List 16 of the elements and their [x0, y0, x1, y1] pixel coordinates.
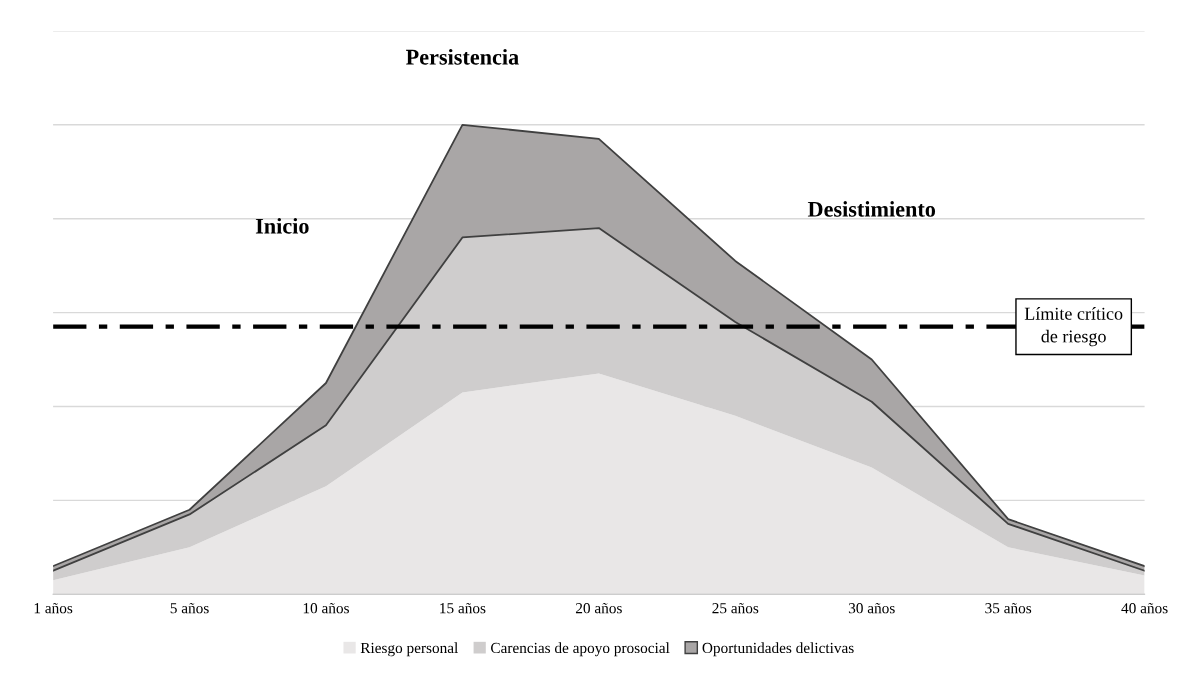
x-tick-label: 25 años — [712, 602, 759, 614]
text: Persistencia — [406, 49, 519, 65]
x-tick-label: 20 años — [575, 602, 622, 614]
x-tick-label: 15 años — [440, 602, 486, 614]
legend-label: Oportunidades delictivas — [702, 642, 854, 657]
legend-label: Carencias de apoyo prosocial — [491, 642, 670, 657]
x-tick-label: 1 años — [34, 602, 73, 614]
legend-label: Riesgo personal — [360, 642, 458, 657]
annotation: Inicio — [255, 218, 309, 234]
ref-line-label: Límite crítico de riesgo — [1024, 307, 1123, 347]
x-tick-label: 5 años — [170, 602, 209, 614]
x-tick-label: 40 años — [1121, 602, 1168, 614]
annotation: Desistimiento — [807, 201, 936, 217]
x-tick-label: 10 años — [303, 602, 349, 614]
x-tick-label: 35 años — [985, 602, 1032, 614]
x-tick-label: 30 años — [848, 602, 895, 614]
